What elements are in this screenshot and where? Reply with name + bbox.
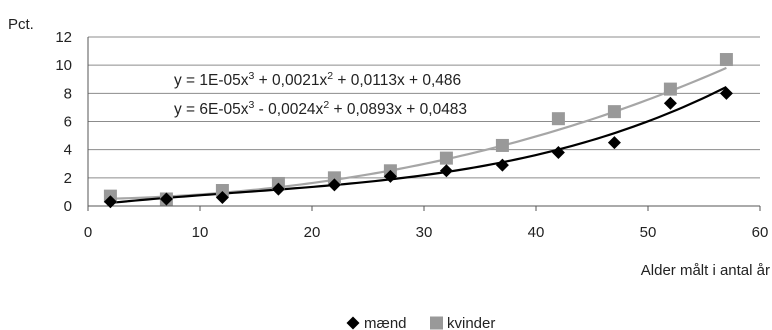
trendline-maend (110, 85, 727, 205)
x-tick-label: 40 (528, 224, 545, 241)
point-maend (327, 178, 341, 192)
y-tick-label: 4 (64, 142, 72, 159)
point-kvinder (215, 184, 229, 198)
point-maend (663, 96, 677, 110)
point-kvinder (551, 112, 565, 126)
point-kvinder (663, 82, 677, 96)
y-tick-label: 6 (64, 114, 72, 131)
point-kvinder (719, 53, 733, 67)
legend-marker-maend (346, 316, 360, 330)
x-tick-label: 0 (84, 224, 92, 241)
x-tick-label: 10 (192, 224, 209, 241)
trendline-equations: y = 1E-05x3 + 0,0021x2 + 0,0113x + 0,486… (174, 70, 467, 118)
point-maend (607, 136, 621, 150)
point-maend (495, 158, 509, 172)
point-kvinder (439, 151, 453, 165)
data-points (103, 53, 733, 209)
legend-label-kvinder: kvinder (447, 315, 495, 330)
x-tick-label: 50 (640, 224, 657, 241)
y-tick-label: 8 (64, 85, 72, 102)
point-kvinder (327, 171, 341, 185)
y-tick-label: 2 (64, 170, 72, 187)
point-maend (215, 191, 229, 205)
trendline-equation-kvinder: y = 1E-05x3 + 0,0021x2 + 0,0113x + 0,486 (174, 70, 461, 89)
legend-label-maend: mænd (364, 315, 407, 330)
trendline-equation-maend: y = 6E-05x3 - 0,0024x2 + 0,0893x + 0,048… (174, 99, 467, 118)
y-axis-label: Pct. (8, 16, 34, 33)
point-maend (159, 192, 173, 206)
trendlines (110, 66, 727, 205)
x-axis-label: Alder målt i antal år (641, 262, 770, 279)
axes (87, 37, 761, 211)
y-tick-label: 12 (55, 29, 72, 46)
x-tick-label: 30 (416, 224, 433, 241)
y-tick-label: 10 (55, 57, 72, 74)
gridlines (88, 36, 760, 179)
point-kvinder (495, 138, 509, 152)
legend-marker-kvinder (430, 316, 443, 330)
tick-labels: 0 2 4 6 8 10 12 0 10 20 30 40 50 60 (55, 29, 768, 241)
point-maend (271, 182, 285, 196)
point-maend (383, 169, 397, 183)
point-maend (719, 86, 733, 100)
point-maend (551, 145, 565, 159)
point-maend (439, 164, 453, 178)
point-maend (103, 195, 117, 209)
x-tick-label: 60 (752, 224, 769, 241)
point-kvinder (607, 105, 621, 119)
y-tick-label: 0 (64, 198, 72, 215)
x-tick-label: 20 (304, 224, 321, 241)
legend: mænd kvinder (346, 315, 495, 330)
